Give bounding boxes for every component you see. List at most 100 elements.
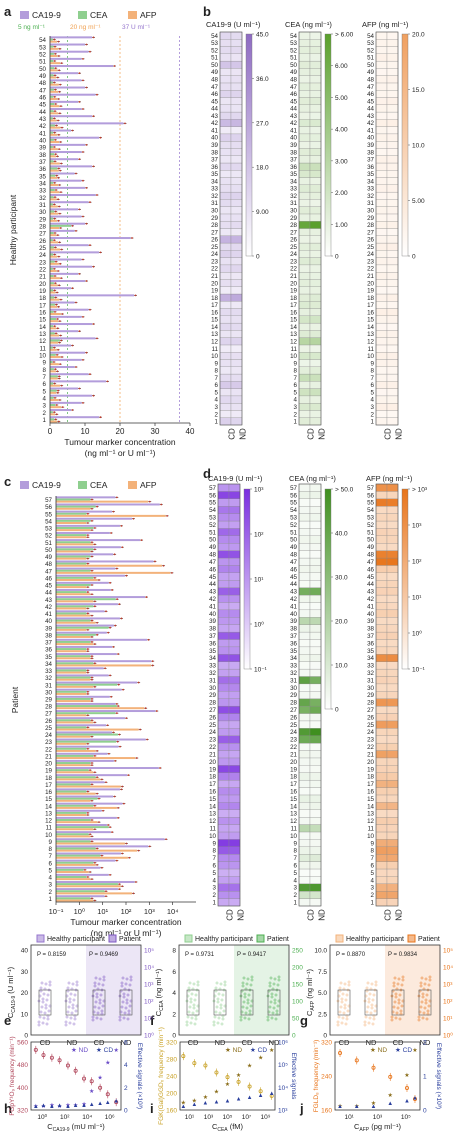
legend-label-2: AFP [140,10,157,20]
data-point [58,375,61,378]
heatmap-cell [386,119,399,127]
heatmap-cell [386,824,399,833]
row-label: 39 [209,618,216,625]
participant-label: 27 [39,231,46,238]
bar-CA19-9 [50,344,71,347]
heatmap-cell [298,388,311,397]
heatmap-cell [309,831,322,840]
y-axis-title-right: Effective signals (×10³) [435,1043,442,1109]
y-tick-label-left: 320 [166,1040,177,1047]
data-point [125,574,128,577]
heatmap-cell [386,772,399,781]
participant-label: 51 [39,59,46,66]
bar-CA19-9 [50,36,92,39]
heatmap-cell [386,624,399,633]
heatmap-cell [298,839,311,847]
row-label: 47 [290,84,297,91]
x-tick-label: 10¹ [185,1114,195,1121]
heatmap-cell [298,609,311,618]
data-point [215,1005,219,1009]
data-point [99,993,103,997]
data-point [54,103,57,105]
data-point [338,1010,342,1014]
heatmap-cell [217,580,230,588]
y-tick-label-right: 10⁵ [278,1062,288,1069]
data-point [68,1021,72,1025]
data-point [109,674,112,677]
row-label: 11 [210,825,217,832]
y-tick-label-right: 2 [423,1040,427,1047]
patient-label: 48 [45,561,52,568]
heatmap-cell [217,891,230,899]
row-label: 33 [211,186,218,193]
bar-CEA [50,203,53,206]
heatmap-cell [386,609,399,618]
nd-point: ★ [49,1102,54,1109]
data-point [243,1016,247,1020]
data-point [55,303,58,306]
row-label: 10 [290,353,297,360]
row-label: 7 [371,375,375,382]
bar-CEA [50,110,54,113]
heatmap-cell [309,90,322,98]
row-label: 48 [209,552,216,559]
heatmap-cell [298,242,311,251]
data-point [96,847,99,850]
bar-AFP [56,714,87,717]
patient-label: 35 [45,654,52,661]
y-tick-label-right: 6 [124,1040,128,1047]
heatmap-cell [230,279,243,287]
bar-AFP [56,721,94,724]
heatmap-cell [309,624,322,633]
data-point [196,980,200,984]
heatmap-cell [386,366,399,375]
legend-label-patient: Patient [267,936,289,943]
column-label-ND: ND [237,909,246,921]
heatmap-cell [386,264,399,273]
heatmap-cell [219,279,232,287]
data-point [275,1009,279,1013]
heatmap-cell [298,279,311,287]
heatmap-cell [309,735,322,744]
bar-AFP [56,849,138,852]
data-point [82,215,84,218]
heatmap-cell [375,272,388,280]
bar-CEA [56,526,94,529]
heatmap-cell [219,264,232,273]
row-label: 25 [211,244,218,251]
bar-CEA [50,404,56,407]
heatmap-cell [228,735,241,744]
data-point [139,728,142,731]
data-point [129,978,133,982]
heatmap-cell [298,111,311,120]
heatmap-cell [230,388,243,397]
heatmap-cell [228,617,241,625]
heatmap-cell [228,817,241,825]
heatmap-cell [219,359,232,367]
heatmap-cell [386,668,399,677]
bar-CA19-9 [50,244,89,247]
x-axis-title: Tumour marker concentration [70,917,181,927]
heatmap-cell [309,794,322,803]
nd-point: ★ [269,1047,274,1054]
row-label: 27 [367,229,374,236]
heatmap-cell [386,639,399,648]
data-point [54,368,57,371]
row-label: 54 [367,33,374,40]
data-point [61,126,63,129]
data-point [365,1010,369,1014]
row-label: 13 [211,331,218,338]
data-point [57,167,60,170]
bar-CEA [56,512,87,515]
data-point [268,1005,272,1009]
data-point [56,291,58,294]
data-point [337,1015,341,1019]
data-point [422,1011,426,1015]
participant-label: 30 [39,209,46,216]
participant-label: 38 [39,152,46,159]
data-point [101,983,105,987]
data-point [85,186,88,189]
heatmap-cell [230,97,243,105]
row-label: 44 [367,581,374,588]
heatmap-cell [386,344,399,353]
